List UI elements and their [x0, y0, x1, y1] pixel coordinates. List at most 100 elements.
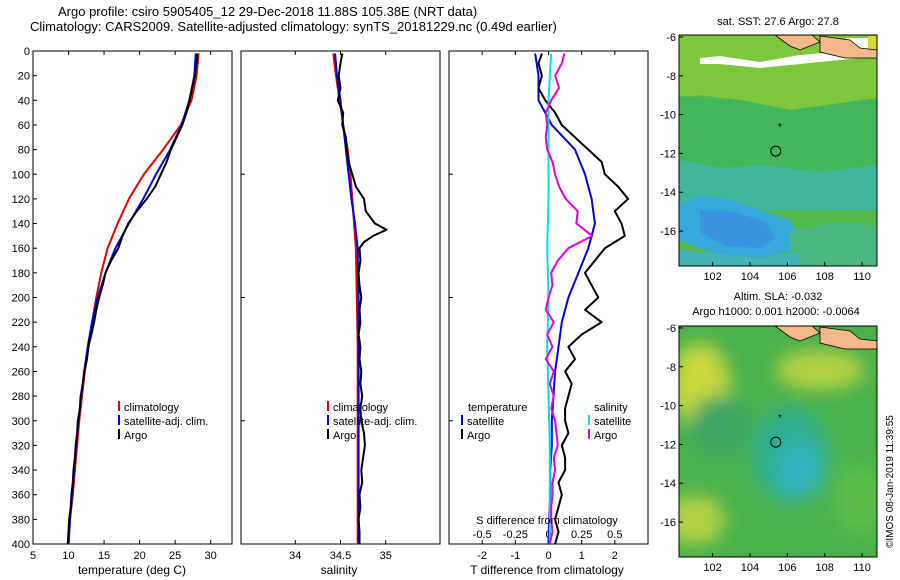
salinity-line-satellite-adj-clim: [334, 53, 360, 544]
depth-tick-label: 100: [12, 169, 30, 181]
sla-lon-tick-label: 108: [816, 562, 834, 574]
legend-label-sal-argo: Argo: [594, 430, 617, 442]
depth-tick-label: 120: [12, 194, 30, 206]
sla-lon-tick-label: 106: [778, 562, 796, 574]
depth-tick-label: 0: [24, 46, 30, 58]
salinity-panel-frame: [240, 50, 441, 545]
temperature-panel-frame: [32, 50, 233, 545]
depth-tick-label: 220: [12, 317, 30, 329]
sla-map-field: [679, 326, 877, 557]
difference-axes: -2 -1 0 1 2-0.5 -0.25 0 0.25 0.5: [449, 50, 630, 562]
legend-label-argo: Argo: [333, 430, 356, 442]
temperature-xlabel: temperature (deg C): [78, 563, 186, 577]
difference-xtick-label: -1: [510, 550, 520, 562]
difference-line-salinity-argo: [544, 53, 594, 545]
salinity-legend: climatology satellite-adj. clim. Argo: [327, 401, 417, 442]
credit-stamp: ©IMOS 08-Jan-2019 11:39:55: [885, 415, 896, 548]
figure-title-line1: Argo profile: csiro 5905405_12 29-Dec-20…: [58, 4, 477, 19]
depth-tick-label: 360: [12, 490, 30, 502]
sst-argo-position-marker: [770, 145, 782, 157]
sla-float-star-marker: *: [778, 413, 782, 424]
difference-s-tick-label: -0.5: [473, 529, 492, 541]
legend-swatch-sal-argo: [588, 429, 590, 439]
temperature-xtick-label: 5: [30, 550, 36, 562]
depth-tick-label: 400: [12, 539, 30, 551]
sst-lon-tick-label: 108: [816, 271, 834, 283]
depth-tick-label: 40: [18, 95, 30, 107]
difference-s-tick-label: 0.5: [607, 529, 622, 541]
depth-tick-label: 160: [12, 243, 30, 255]
sla-lat-tick-label: -6: [666, 323, 676, 335]
sla-map-axes: 102 104 106 108 110 -6 -8 -10 -12 -14 -16 *: [660, 323, 871, 574]
salinity-xtick-label: 35: [380, 550, 392, 562]
sla-argo-position-marker: [770, 436, 782, 448]
sst-warm-patch: [868, 36, 877, 56]
sst-south-strip: [679, 250, 800, 266]
sla-land: [774, 326, 877, 350]
sst-lat-tick-label: -6: [666, 32, 676, 44]
legend-label-temp-argo: Argo: [467, 430, 490, 442]
salinity-line-climatology: [332, 53, 359, 544]
sst-lat-tick-label: -12: [660, 148, 676, 160]
legend-swatch-satellite: [118, 415, 120, 425]
sla-lat-tick-label: -16: [660, 517, 676, 529]
temperature-xtick-label: 15: [98, 550, 110, 562]
depth-tick-label: 240: [12, 342, 30, 354]
difference-legend-temperature: temperature satellite Argo: [461, 402, 527, 442]
sst-southeast: [790, 222, 877, 266]
depth-tick-label: 20: [18, 71, 30, 83]
difference-xtick-label: -2: [477, 550, 487, 562]
sst-lat-tick-label: -10: [660, 110, 676, 122]
depth-tick-label: 260: [12, 366, 30, 378]
difference-line-temperature-argo: [537, 53, 630, 545]
sst-map-field: [679, 35, 877, 266]
temperature-legend: climatology satellite-adj. clim. Argo: [118, 401, 208, 442]
legend-label-temp-satellite: satellite: [467, 416, 504, 428]
sla-high-south: [679, 495, 725, 545]
legend-label-argo: Argo: [124, 430, 147, 442]
temperature-line-climatology: [67, 53, 200, 545]
sst-lat-tick-label: -16: [660, 226, 676, 238]
sla-lat-tick-label: -8: [666, 362, 676, 374]
sst-lon-tick-label: 110: [853, 271, 871, 283]
legend-swatch-argo: [327, 429, 329, 439]
sla-map-subtitle: Argo h1000: 0.001 h2000: -0.0064: [692, 306, 860, 318]
difference-top-xlabel: S difference from climatology: [476, 515, 618, 527]
depth-tick-label: 320: [12, 440, 30, 452]
salinity-line-argo: [336, 53, 388, 544]
sst-teal-band: [679, 160, 877, 210]
legend-swatch-argo: [118, 429, 120, 439]
sst-lat-tick-label: -8: [666, 71, 676, 83]
figure-title-line2: Climatology: CARS2009. Satellite-adjuste…: [30, 19, 557, 34]
depth-tick-label: 340: [12, 465, 30, 477]
sla-lat-tick-label: -10: [660, 401, 676, 413]
depth-tick-label: 380: [12, 514, 30, 526]
sst-map-frame: [678, 34, 878, 267]
legend-label-satellite: satellite-adj. clim.: [333, 416, 417, 428]
sst-lon-tick-label: 106: [778, 271, 796, 283]
salinity-xtick-label: 34: [289, 550, 301, 562]
temperature-axes: 5 10 15 20 25 3002040608010012014016018020022…: [12, 46, 217, 562]
sst-lon-tick-label: 102: [703, 271, 721, 283]
legend-swatch-climatology: [327, 401, 329, 411]
legend-label-climatology: climatology: [124, 402, 180, 414]
sla-lon-tick-label: 110: [853, 562, 871, 574]
sla-low-core: [778, 444, 822, 496]
sst-cloud-gap: [700, 50, 860, 68]
salinity-xlabel: salinity: [321, 563, 358, 577]
sla-lon-tick-label: 102: [703, 562, 721, 574]
temperature-xtick-label: 20: [133, 550, 145, 562]
sla-map-title: Altim. SLA: -0.032: [734, 291, 823, 303]
legend-label-satellite: satellite-adj. clim.: [124, 416, 208, 428]
temperature-line-argo: [66, 53, 199, 545]
depth-tick-label: 200: [12, 293, 30, 305]
legend-title-temperature: temperature: [468, 402, 527, 414]
difference-xtick-label: 0: [545, 550, 551, 562]
depth-tick-label: 280: [12, 391, 30, 403]
legend-label-climatology: climatology: [333, 402, 389, 414]
difference-s-tick-label: -0.25: [503, 529, 528, 541]
temperature-xtick-label: 30: [205, 550, 217, 562]
sla-low-west: [690, 395, 750, 455]
sla-mid-east: [835, 465, 877, 535]
legend-swatch-satellite: [327, 415, 329, 425]
